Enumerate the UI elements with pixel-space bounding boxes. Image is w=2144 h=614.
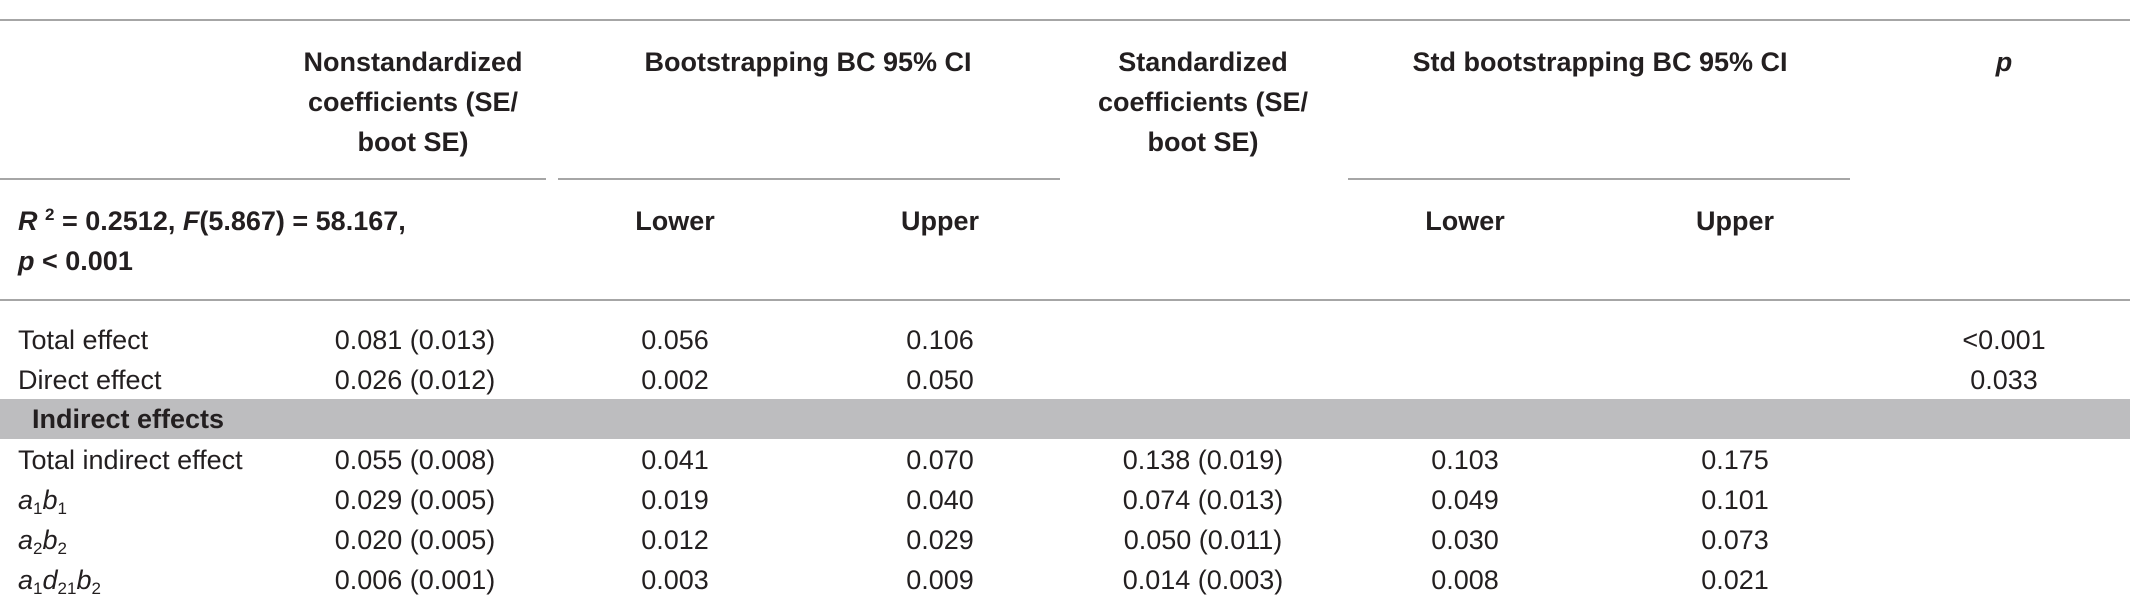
model-fit-statistic: R 2 = 0.2512, F(5.867) = 58.167, p < 0.0… [18,205,406,276]
row-total-effect-coef: 0.081 (0.013) [334,325,496,355]
indirect-effects-band [0,399,2130,439]
row-total-indirect-std-upper: 0.175 [1701,445,1769,475]
row-direct-effect-upper: 0.050 [906,365,974,395]
row-a2b2-lower: 0.012 [641,525,709,555]
row-a2b2-std: 0.050 (0.011) [1123,525,1283,555]
nonstd-span-rule [0,178,546,180]
boot-ci-span-rule [558,178,1060,180]
row-total-effect-lower: 0.056 [641,325,709,355]
row-a2b2-std-upper: 0.073 [1701,525,1769,555]
row-direct-effect-coef: 0.026 (0.012) [334,365,496,395]
row-total-effect-p: <0.001 [1962,325,2046,355]
subheader-std-lower: Lower [1425,206,1505,236]
row-direct-effect-lower: 0.002 [641,365,709,395]
row-total-effect-label: Total effect [18,325,149,355]
header-bootstrapping-ci: Bootstrapping BC 95% CI [644,47,972,77]
top-rule [0,19,2130,21]
row-a1b1-label: a1b1 [18,485,67,518]
subheader-std-upper: Upper [1695,206,1774,236]
header-nonstd-coefficients: Nonstandardized coefficients (SE/ boot S… [303,47,523,157]
row-a2b2-coef: 0.020 (0.005) [334,525,496,555]
row-direct-effect-label: Direct effect [18,365,162,395]
row-total-indirect-std: 0.138 (0.019) [1122,445,1284,475]
std-boot-ci-span-rule [1348,178,1850,180]
header-p: p [1995,47,2013,77]
row-a1b1-std-lower: 0.049 [1431,485,1499,515]
row-a1d21b2-upper: 0.009 [906,565,974,595]
row-a2b2-std-lower: 0.030 [1431,525,1499,555]
row-total-indirect-coef: 0.055 (0.008) [334,445,496,475]
row-a1b1-std: 0.074 (0.013) [1122,485,1284,515]
row-direct-effect-p: 0.033 [1970,365,2038,395]
row-a1d21b2-coef: 0.006 (0.001) [334,565,496,595]
row-total-indirect-std-lower: 0.103 [1431,445,1499,475]
row-a1d21b2-label: a1d21b2 [18,565,101,598]
row-a1b1-std-upper: 0.101 [1701,485,1769,515]
row-total-indirect-upper: 0.070 [906,445,974,475]
header-std-coefficients: Standardized coefficients (SE/ boot SE) [1097,47,1309,157]
row-a2b2-upper: 0.029 [906,525,974,555]
section-indirect-effects-label: Indirect effects [32,404,225,434]
row-total-effect-upper: 0.106 [906,325,974,355]
row-a1b1-upper: 0.040 [906,485,974,515]
row-total-indirect-label: Total indirect effect [18,445,243,475]
row-a1d21b2-lower: 0.003 [641,565,709,595]
subheader-lower: Lower [635,206,715,236]
subheader-upper: Upper [900,206,979,236]
row-total-indirect-lower: 0.041 [641,445,709,475]
row-a1d21b2-std-upper: 0.021 [1701,565,1769,595]
row-a1d21b2-std: 0.014 (0.003) [1122,565,1284,595]
row-a1b1-coef: 0.029 (0.005) [334,485,496,515]
row-a2b2-label: a2b2 [18,525,67,558]
row-a1d21b2-std-lower: 0.008 [1431,565,1499,595]
header-bottom-rule [0,299,2130,301]
row-a1b1-lower: 0.019 [641,485,709,515]
header-std-bootstrapping-ci: Std bootstrapping BC 95% CI [1412,47,1788,77]
